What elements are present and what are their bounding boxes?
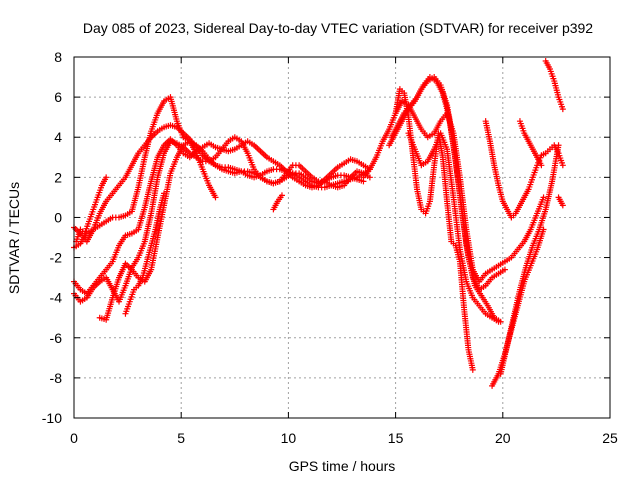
x-tick-label: 15 [388, 430, 404, 446]
y-tick-label: 4 [54, 129, 62, 145]
data-series [555, 194, 566, 209]
x-tick-label: 10 [281, 430, 297, 446]
data-series [96, 138, 219, 323]
x-tick-label: 0 [70, 430, 78, 446]
data-series [388, 74, 504, 325]
grid-lines [74, 57, 610, 418]
y-axis-label: SDTVAR / TECUs [6, 182, 22, 294]
y-tick-label: -4 [50, 290, 63, 306]
y-tick-label: 2 [54, 169, 62, 185]
data-series [516, 118, 545, 169]
y-tick-label: -10 [42, 410, 62, 426]
data-point [161, 190, 168, 197]
data-point [559, 162, 566, 169]
axis-ticks: 0 5 10 15 20 25 -10 -8 -6 -4 -2 0 2 4 6 8 [42, 49, 618, 446]
x-tick-label: 20 [495, 430, 511, 446]
y-tick-label: 0 [54, 209, 62, 225]
data-point [495, 318, 502, 325]
data-point [559, 202, 566, 209]
data-point [103, 174, 110, 181]
data-point [501, 266, 508, 273]
x-tick-label: 5 [177, 430, 185, 446]
data-series [405, 130, 502, 325]
data-points [71, 58, 566, 389]
x-tick-label: 25 [602, 430, 618, 446]
y-tick-label: 6 [54, 89, 62, 105]
y-tick-label: 8 [54, 49, 62, 65]
data-point [278, 192, 285, 199]
y-tick-label: -6 [50, 330, 63, 346]
y-tick-label: -2 [50, 250, 63, 266]
data-point [540, 194, 547, 201]
data-series [542, 58, 566, 113]
data-series [482, 118, 566, 221]
data-series [497, 142, 562, 377]
data-series [270, 192, 285, 213]
data-series [73, 174, 110, 245]
plot-frame [73, 56, 611, 419]
data-series [122, 190, 168, 317]
data-point [366, 174, 373, 181]
chart-title: Day 085 of 2023, Sidereal Day-to-day VTE… [83, 20, 593, 36]
data-point [559, 106, 566, 113]
y-tick-label: -8 [50, 370, 63, 386]
data-point [538, 162, 545, 169]
data-series [392, 86, 476, 373]
data-point [212, 194, 219, 201]
x-axis-label: GPS time / hours [289, 458, 396, 474]
data-series [71, 94, 373, 251]
data-point [469, 366, 476, 373]
